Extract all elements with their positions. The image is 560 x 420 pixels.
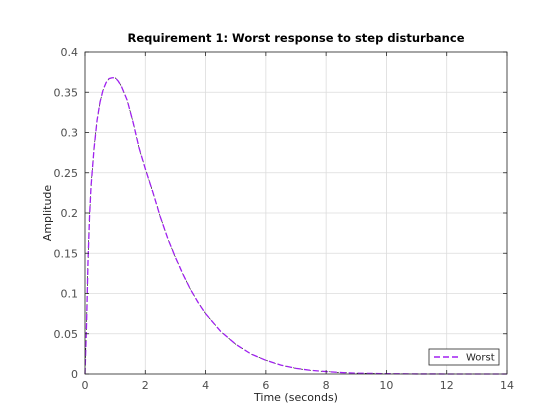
y-tick-label: 0.35 <box>54 86 79 99</box>
x-tick-label: 6 <box>262 379 269 392</box>
series-line-worst-overlay <box>84 77 508 375</box>
x-tick-label: 12 <box>440 379 454 392</box>
legend-entry-worst: Worst <box>466 353 495 364</box>
series-line-worst <box>84 77 508 375</box>
legend-box <box>428 348 500 366</box>
y-axis-label: Amplitude <box>41 185 54 242</box>
y-tick-label: 0.05 <box>54 328 79 341</box>
y-tick-label: 0.2 <box>61 207 79 220</box>
x-tick-label: 2 <box>142 379 149 392</box>
y-tick-label: 0.3 <box>61 127 79 140</box>
chart-title: Requirement 1: Worst response to step di… <box>128 31 465 45</box>
series-layer <box>84 77 508 375</box>
x-tick-label: 0 <box>82 379 89 392</box>
x-tick-label: 4 <box>202 379 209 392</box>
x-tick-label: 14 <box>500 379 514 392</box>
x-axis-label: Time (seconds) <box>253 391 338 404</box>
y-tick-label: 0.4 <box>61 46 79 59</box>
y-tick-label: 0.1 <box>61 288 79 301</box>
legend: Worst <box>428 348 500 366</box>
y-tick-label: 0 <box>71 368 78 381</box>
ticks <box>84 51 508 375</box>
y-tick-label: 0.15 <box>54 247 79 260</box>
x-tick-label: 10 <box>379 379 393 392</box>
y-tick-label: 0.25 <box>54 167 79 180</box>
tick-labels: 0 2 4 6 8 10 12 14 0 0.05 0.1 0.15 0.2 0.25 0.3 0.35 0.4 <box>54 46 515 392</box>
x-tick-label: 8 <box>323 379 330 392</box>
